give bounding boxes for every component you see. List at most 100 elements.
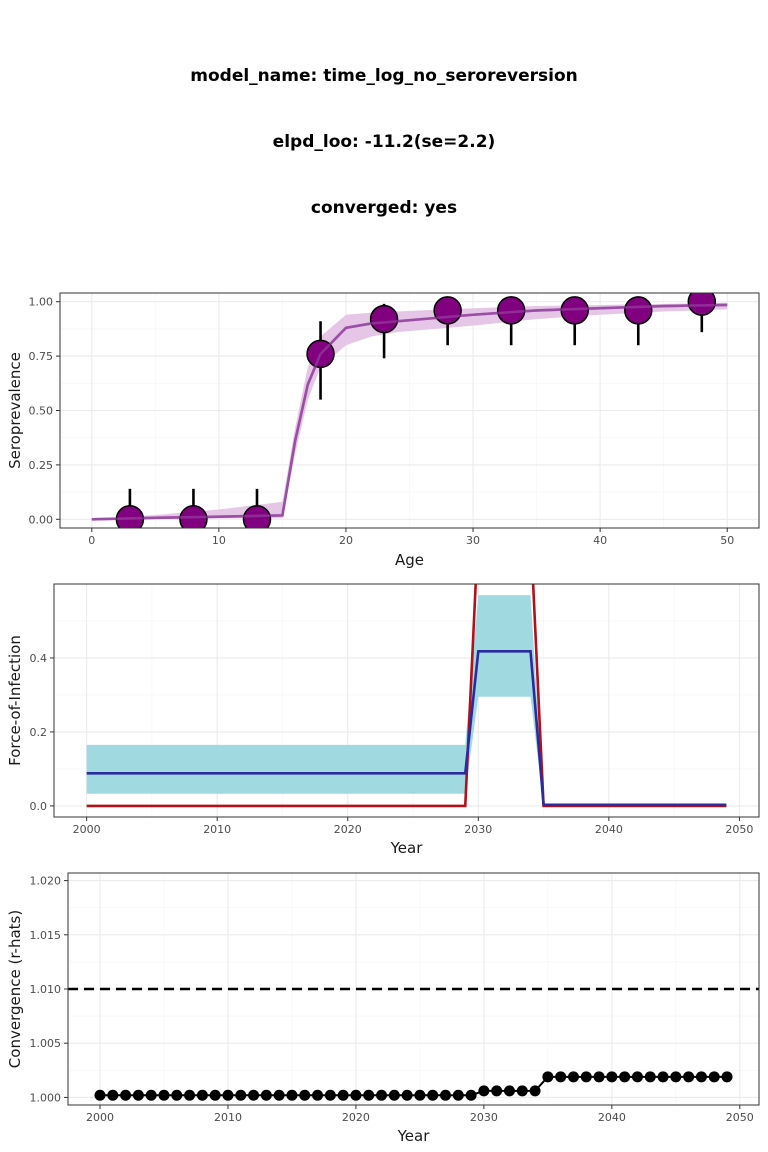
rhat-point <box>120 1089 132 1101</box>
x-tick-label: 2030 <box>470 1111 498 1124</box>
y-tick-label: 0.25 <box>29 459 54 472</box>
x-tick-label: 2050 <box>726 1111 754 1124</box>
model-name-heading: model_name: time_log_no_seroreversion <box>190 66 578 86</box>
rhat-point <box>491 1085 503 1097</box>
observed-seroprevalence-point <box>687 293 717 316</box>
x-axis-title: Year <box>390 839 424 857</box>
rhat-point <box>516 1085 528 1097</box>
rhat-point <box>555 1071 567 1083</box>
rhat-point <box>695 1071 707 1083</box>
x-tick-label: 30 <box>466 534 480 547</box>
rhat-point <box>196 1089 208 1101</box>
observed-seroprevalence-point <box>433 296 462 325</box>
rhat-point <box>184 1089 196 1101</box>
rhat-point <box>171 1089 183 1101</box>
rhat-point <box>312 1089 324 1101</box>
foi-credible-ribbon <box>86 595 727 806</box>
rhat-point <box>235 1089 247 1101</box>
rhat-point <box>222 1089 234 1101</box>
rhat-point <box>209 1089 221 1101</box>
fitted-seroprevalence-line-overlay <box>91 303 728 521</box>
force-of-infection-panel: 2000 2010 2020 2030 2040 2050 0.0 0.2 0.4 Year For… <box>6 583 760 857</box>
rhat-point <box>158 1089 170 1101</box>
y-axis-title: Force-of-Infection <box>6 635 24 766</box>
observed-seroprevalence-point <box>242 505 272 528</box>
rhat-point <box>260 1089 272 1101</box>
rhat-point <box>721 1071 733 1083</box>
x-tick-label: 20 <box>339 534 353 547</box>
rhat-point <box>683 1071 695 1083</box>
plot-area <box>91 293 728 528</box>
rhat-point <box>670 1071 682 1083</box>
elpd-loo-heading: elpd_loo: -11.2(se=2.2) <box>272 132 496 152</box>
observed-seroprevalence-point <box>624 296 653 325</box>
x-axis-title: Age <box>395 551 424 569</box>
y-tick-label: 1.00 <box>29 296 54 309</box>
rhat-point <box>324 1089 336 1101</box>
rhat-point <box>452 1089 464 1101</box>
y-axis-title: Convergence (r-hats) <box>6 910 24 1068</box>
rhat-point <box>427 1089 439 1101</box>
rhat-point <box>107 1089 119 1101</box>
x-tick-label: 2040 <box>595 823 623 836</box>
x-tick-label: 2020 <box>342 1111 370 1124</box>
rhat-point <box>337 1089 349 1101</box>
observed-seroprevalence-point <box>369 304 399 334</box>
x-tick-label: 0 <box>88 534 95 547</box>
y-tick-label: 0.50 <box>29 405 54 418</box>
x-tick-label: 2000 <box>73 823 101 836</box>
rhat-point <box>414 1089 426 1101</box>
rhat-point <box>542 1071 554 1083</box>
rhat-point <box>388 1089 400 1101</box>
y-tick-label: 1.000 <box>30 1091 62 1104</box>
rhat-point <box>132 1089 144 1101</box>
rhat-point <box>273 1089 285 1101</box>
panel-border <box>53 583 760 818</box>
convergence-panel: 2000 2010 2020 2030 2040 2050 1.000 1.005 1.010 1… <box>6 872 760 1145</box>
x-tick-label: 10 <box>212 534 226 547</box>
rhat-point <box>248 1089 260 1101</box>
x-tick-label: 2010 <box>214 1111 242 1124</box>
x-tick-label: 2050 <box>725 823 753 836</box>
rhat-point <box>567 1071 579 1083</box>
y-tick-label: 0.2 <box>30 726 48 739</box>
y-tick-label: 1.015 <box>30 929 62 942</box>
y-tick-label: 0.75 <box>29 350 54 363</box>
x-tick-label: 2010 <box>203 823 231 836</box>
seroprevalence-panel: 0 10 20 30 40 50 0.00 0.25 0.50 0.75 1.00 Age Seropr… <box>6 292 760 569</box>
x-tick-label: 2040 <box>598 1111 626 1124</box>
rhat-point <box>529 1085 541 1097</box>
y-axis-title: Seroprevalence <box>6 352 24 469</box>
x-tick-label: 2020 <box>334 823 362 836</box>
rhat-point <box>465 1089 477 1101</box>
x-tick-label: 2000 <box>86 1111 114 1124</box>
y-tick-label: 0.00 <box>29 513 54 526</box>
rhat-point <box>439 1089 451 1101</box>
x-axis-title: Year <box>397 1127 431 1145</box>
rhat-point <box>593 1071 605 1083</box>
rhat-point <box>644 1071 656 1083</box>
rhat-point <box>376 1089 388 1101</box>
rhat-point <box>299 1089 311 1101</box>
x-tick-label: 50 <box>720 534 734 547</box>
y-tick-label: 0.0 <box>30 800 48 813</box>
estimated-foi-line <box>86 650 727 807</box>
x-tick-label: 40 <box>593 534 607 547</box>
rhat-point <box>619 1071 631 1083</box>
converged-heading: converged: yes <box>310 198 458 218</box>
observed-seroprevalence-point <box>179 505 208 528</box>
rhat-point <box>363 1089 375 1101</box>
plot-area <box>68 987 759 1101</box>
y-tick-label: 0.4 <box>30 652 48 665</box>
rhat-point <box>631 1071 643 1083</box>
y-tick-label: 1.005 <box>30 1037 62 1050</box>
y-tick-label: 1.020 <box>30 875 62 888</box>
rhat-point <box>401 1089 413 1101</box>
rhat-point <box>580 1071 592 1083</box>
rhat-point <box>657 1071 669 1083</box>
rhat-point <box>478 1085 490 1097</box>
rhat-point <box>286 1089 298 1101</box>
rhat-point <box>606 1071 618 1083</box>
x-tick-label: 2030 <box>464 823 492 836</box>
